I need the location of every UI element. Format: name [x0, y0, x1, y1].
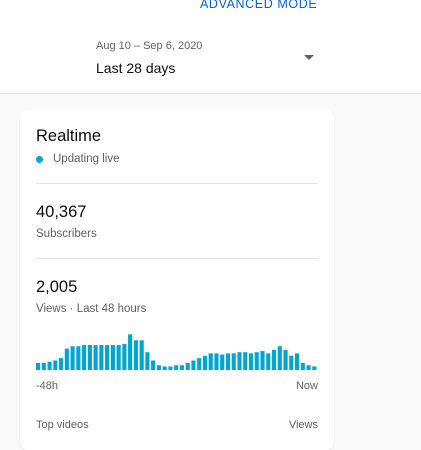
views-label: Views · Last 48 hours [36, 303, 147, 315]
chart-bar[interactable] [156, 365, 161, 370]
chart-bar[interactable] [168, 366, 173, 370]
top-bar: ADVANCED MODE Aug 10 – Sep 6, 2020 Last … [0, 0, 421, 94]
chart-bar[interactable] [289, 355, 294, 370]
chart-bar[interactable] [59, 358, 64, 370]
axis-end-label: Now [295, 380, 318, 392]
chart-bar[interactable] [41, 362, 46, 370]
chart-bar[interactable] [191, 360, 196, 371]
chart-bar[interactable] [300, 362, 305, 370]
chart-bar[interactable] [99, 345, 104, 370]
chart-bar[interactable] [70, 346, 75, 370]
chart-bar[interactable] [277, 346, 282, 370]
date-range-dropdown[interactable]: Aug 10 – Sep 6, 2020 Last 28 days [96, 38, 326, 83]
dropdown-caret-icon[interactable] [304, 55, 314, 60]
chart-bar[interactable] [294, 353, 300, 370]
chart-bar[interactable] [202, 355, 208, 370]
chart-bar[interactable] [87, 345, 92, 370]
chart-bar[interactable] [179, 365, 185, 370]
chart-bar[interactable] [82, 345, 87, 370]
chart-bar[interactable] [47, 361, 52, 370]
chart-bar[interactable] [248, 353, 254, 370]
chart-bar[interactable] [237, 352, 242, 370]
chart-bar[interactable] [122, 343, 127, 370]
chart-bar[interactable] [110, 345, 115, 370]
chart-bar[interactable] [128, 334, 133, 370]
chart-bar[interactable] [151, 360, 156, 371]
chart-bar[interactable] [185, 362, 190, 370]
views-value: 2,005 [36, 278, 78, 296]
axis-start-label: -48h [36, 380, 59, 392]
chart-bar[interactable] [139, 340, 144, 370]
chart-bar[interactable] [271, 349, 277, 370]
advanced-mode-link[interactable]: ADVANCED MODE [200, 0, 318, 11]
chart-bar[interactable] [243, 352, 248, 370]
chart-bar[interactable] [266, 353, 271, 370]
chart-bar[interactable] [208, 353, 213, 370]
date-range-text: Aug 10 – Sep 6, 2020 [96, 40, 203, 52]
chart-bar[interactable] [162, 366, 167, 370]
chart-bar[interactable] [36, 362, 41, 370]
chart-bar[interactable] [231, 353, 236, 370]
chart-bar[interactable] [225, 353, 231, 370]
divider [36, 258, 318, 259]
chart-bar[interactable] [53, 360, 58, 371]
chart-bar[interactable] [214, 353, 219, 370]
chart-bar[interactable] [197, 358, 202, 370]
chart-bar[interactable] [145, 352, 150, 370]
views-column-label: Views [288, 419, 318, 431]
chart-bar[interactable] [220, 354, 225, 370]
live-status-text: Updating live [53, 153, 120, 165]
chart-bar[interactable] [174, 365, 179, 370]
chart-bar[interactable] [312, 366, 317, 370]
chart-bar[interactable] [76, 346, 81, 370]
date-period-label: Last 28 days [96, 60, 176, 76]
chart-bar[interactable] [306, 365, 311, 370]
realtime-title: Realtime [36, 127, 102, 145]
chart-bar[interactable] [254, 352, 259, 370]
chart-bar[interactable] [93, 345, 98, 370]
top-videos-label: Top videos [36, 419, 89, 431]
chart-bar[interactable] [64, 348, 69, 370]
live-dot-icon [36, 155, 43, 163]
realtime-card: Realtime Updating live 40,367 Subscriber… [20, 110, 334, 450]
subscribers-label: Subscribers [36, 228, 97, 240]
chart-bar[interactable] [283, 349, 288, 370]
chart-bar[interactable] [116, 345, 121, 370]
subscribers-value: 40,367 [36, 203, 87, 221]
divider [36, 183, 318, 184]
chart-bar[interactable] [260, 351, 265, 370]
chart-bar[interactable] [133, 340, 138, 370]
chart-bar[interactable] [105, 345, 110, 370]
views-bar-chart[interactable] [36, 332, 318, 370]
live-status: Updating live [36, 152, 119, 166]
